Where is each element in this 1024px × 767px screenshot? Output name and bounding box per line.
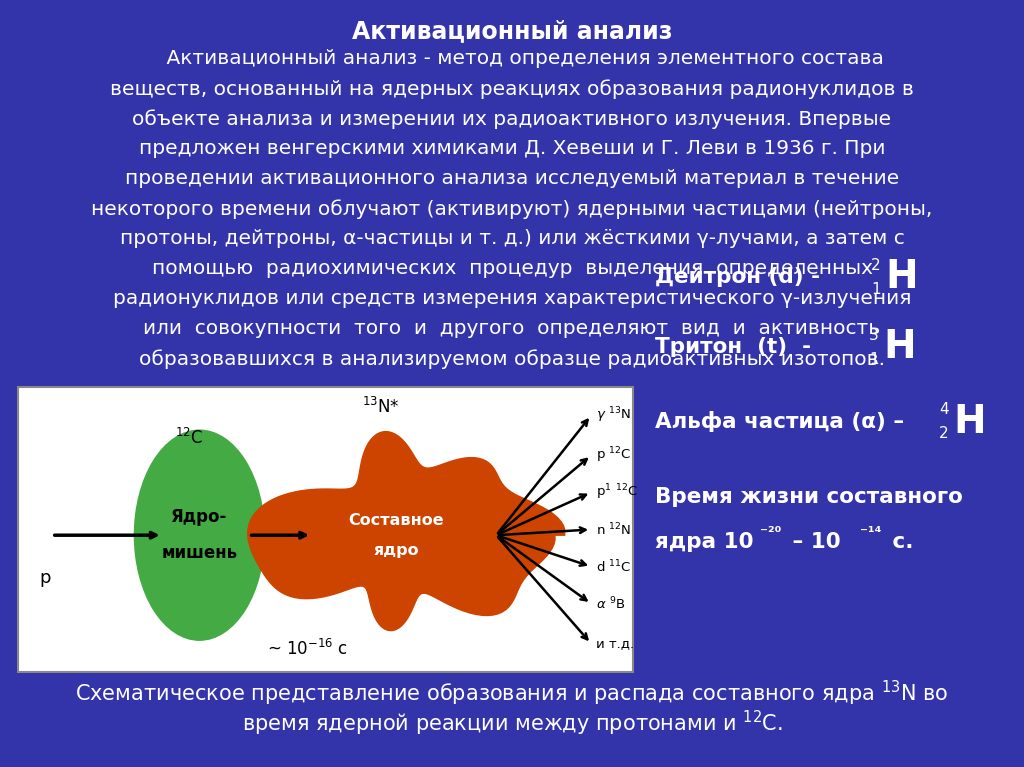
Text: радионуклидов или средств измерения характеристического γ-излучения: радионуклидов или средств измерения хара… [113,289,911,308]
Text: – 10: – 10 [785,532,841,552]
Text: $^{13}$N*: $^{13}$N* [362,397,400,417]
Text: H: H [883,328,915,366]
Text: $^{12}$C: $^{12}$C [175,428,204,449]
Text: некоторого времени облучают (активируют) ядерными частицами (нейтроны,: некоторого времени облучают (активируют)… [91,199,933,219]
Ellipse shape [134,430,264,640]
Text: $\alpha$ $^{9}$B: $\alpha$ $^{9}$B [596,595,626,612]
Text: 1: 1 [869,351,879,367]
Text: Активационный анализ - метод определения элементного состава: Активационный анализ - метод определения… [140,49,884,68]
Text: помощью  радиохимических  процедур  выделения  определенных: помощью радиохимических процедур выделен… [152,259,872,278]
Text: 2: 2 [939,426,948,442]
Text: Время жизни составного: Время жизни составного [655,487,963,507]
Text: мишень: мишень [162,545,238,562]
Text: H: H [953,403,986,441]
Text: или  совокупности  того  и  другого  определяют  вид  и  активность: или совокупности того и другого определя… [143,319,881,338]
Text: 3: 3 [869,328,879,343]
Text: образовавшихся в анализируемом образце радиоактивных изотопов.: образовавшихся в анализируемом образце р… [139,349,885,369]
Text: Составное: Составное [348,512,444,528]
Text: ⁻¹⁴: ⁻¹⁴ [860,525,882,539]
Text: ядро: ядро [374,543,419,558]
Bar [18,387,633,672]
Text: протоны, дейтроны, α-частицы и т. д.) или жёсткими γ-лучами, а затем с: протоны, дейтроны, α-частицы и т. д.) ил… [120,229,904,248]
Text: n $^{12}$N: n $^{12}$N [596,522,632,538]
Text: Тритон  (t)  -: Тритон (t) - [655,337,818,357]
Text: предложен венгерскими химиками Д. Хевеши и Г. Леви в 1936 г. При: предложен венгерскими химиками Д. Хевеши… [138,139,886,158]
Text: с.: с. [885,532,913,552]
Text: 1: 1 [871,281,881,297]
Text: 4: 4 [939,403,948,417]
Text: ⁻²⁰: ⁻²⁰ [760,525,781,539]
Text: p: p [40,569,51,587]
Text: Схематическое представление образования и распада составного ядра $^{13}$N во: Схематическое представление образования … [76,679,948,708]
Text: Активационный анализ: Активационный анализ [352,19,672,43]
Text: проведении активационного анализа исследуемый материал в течение: проведении активационного анализа исслед… [125,169,899,188]
Text: H: H [885,258,918,296]
Text: $\gamma$ $^{13}$N: $\gamma$ $^{13}$N [596,406,631,425]
Text: d $^{11}$C: d $^{11}$C [596,558,632,574]
Text: и т.д.: и т.д. [596,637,634,650]
Text: Альфа частица (α) –: Альфа частица (α) – [655,412,911,433]
Text: ~ $10^{-16}$ с: ~ $10^{-16}$ с [266,639,347,660]
Text: p $^{12}$C: p $^{12}$C [596,446,632,466]
Text: веществ, основанный на ядерных реакциях образования радионуклидов в: веществ, основанный на ядерных реакциях … [110,79,914,99]
Text: 2: 2 [871,258,881,272]
Text: ядра 10: ядра 10 [655,532,754,552]
Text: Ядро-: Ядро- [171,509,227,526]
Polygon shape [248,432,565,630]
Text: время ядерной реакции между протонами и $^{12}$C.: время ядерной реакции между протонами и … [242,709,782,738]
Text: объекте анализа и измерении их радиоактивного излучения. Впервые: объекте анализа и измерении их радиоакти… [132,109,892,129]
Text: p$^1$ $^{12}$C: p$^1$ $^{12}$C [596,482,638,502]
Text: Дейтрон (d) -: Дейтрон (d) - [655,267,827,288]
